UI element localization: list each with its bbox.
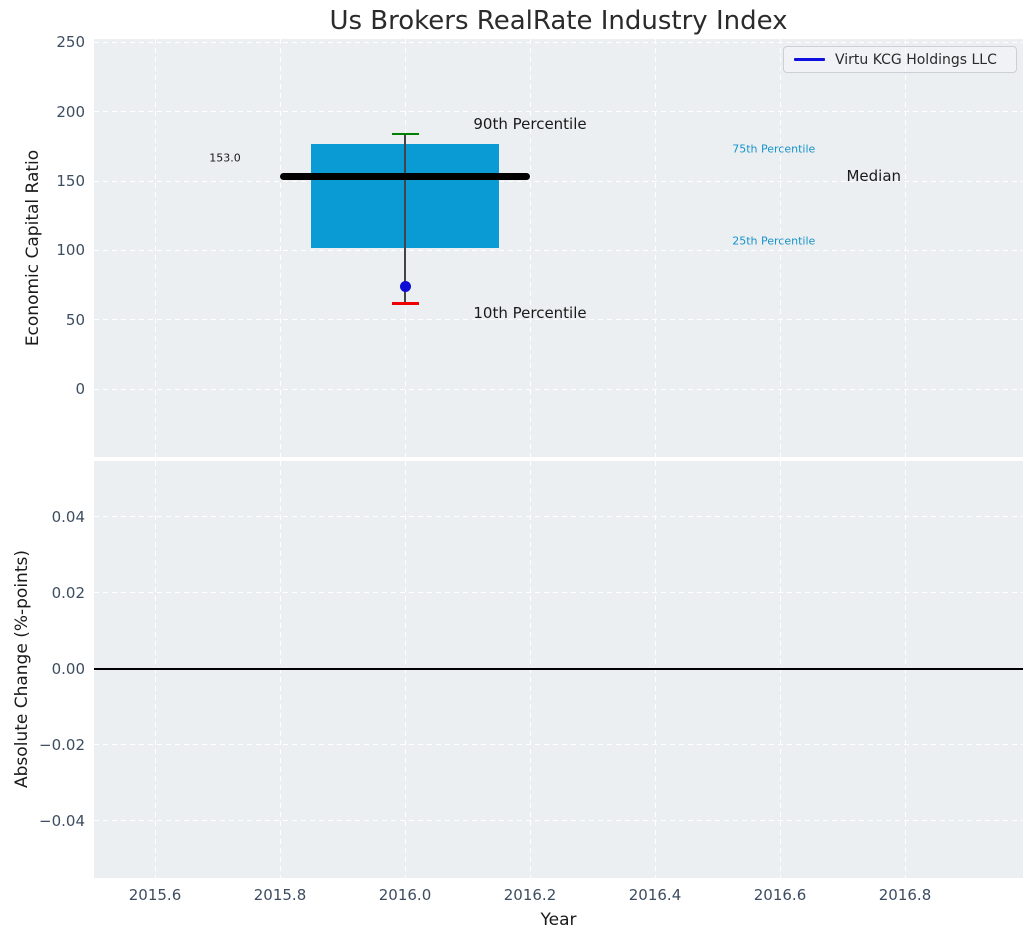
gridline-h	[94, 111, 1023, 113]
y-tick-label: 0.02	[51, 583, 85, 602]
chart-title: Us Brokers RealRate Industry Index	[329, 6, 788, 36]
gridline-h	[94, 516, 1023, 518]
y-tick-label: 0.00	[51, 659, 85, 678]
gridline-h	[94, 744, 1023, 746]
gridline-v	[154, 39, 156, 457]
x-tick-label: 2016.6	[753, 886, 807, 904]
gridline-v	[529, 39, 531, 457]
x-tick-label: 2016.2	[503, 886, 557, 904]
y-tick-label: 200	[56, 102, 85, 121]
gridline-v	[654, 39, 656, 457]
company-point	[399, 281, 411, 293]
legend: Virtu KCG Holdings LLC	[783, 46, 1017, 73]
legend-line-swatch	[794, 58, 825, 61]
x-tick-label: 2016.0	[378, 886, 432, 904]
top-subplot	[94, 39, 1023, 457]
p10-cap	[391, 301, 419, 305]
y-tick-label: −0.04	[39, 811, 85, 830]
zero-line	[94, 668, 1023, 670]
annotation-median: Median	[846, 166, 902, 185]
gridline-h	[94, 180, 1023, 182]
y-tick-label: −0.02	[39, 735, 85, 754]
y-tick-label: 0.04	[51, 507, 85, 526]
annotation-90th-percentile: 90th Percentile	[473, 114, 587, 133]
annotation-10th-percentile: 10th Percentile	[473, 303, 587, 322]
gridline-h	[94, 319, 1023, 321]
y-tick-label: 250	[56, 33, 85, 52]
whisker-line	[404, 133, 406, 304]
gridline-v	[279, 39, 281, 457]
gridline-h	[94, 41, 1023, 43]
x-tick-label: 2015.8	[253, 886, 307, 904]
gridline-v	[779, 39, 781, 457]
y-tick-label: 150	[56, 172, 85, 191]
x-tick-label: 2016.4	[628, 886, 682, 904]
annotation-25th-percentile: 25th Percentile	[732, 234, 816, 248]
p90-cap	[391, 132, 419, 136]
gridline-v	[904, 39, 906, 457]
x-tick-label: 2015.6	[128, 886, 182, 904]
x-axis-label: Year	[540, 910, 577, 930]
legend-label: Virtu KCG Holdings LLC	[835, 51, 997, 68]
annotation-153-0: 153.0	[209, 151, 241, 165]
gridline-h	[94, 249, 1023, 251]
gridline-h	[94, 388, 1023, 390]
annotation-75th-percentile: 75th Percentile	[732, 142, 816, 156]
y-tick-label: 0	[75, 380, 85, 399]
median-line	[280, 173, 530, 181]
y-tick-label: 100	[56, 241, 85, 260]
y-tick-label: 50	[65, 310, 85, 329]
x-tick-label: 2016.8	[878, 886, 932, 904]
gridline-h	[94, 592, 1023, 594]
gridline-h	[94, 820, 1023, 822]
